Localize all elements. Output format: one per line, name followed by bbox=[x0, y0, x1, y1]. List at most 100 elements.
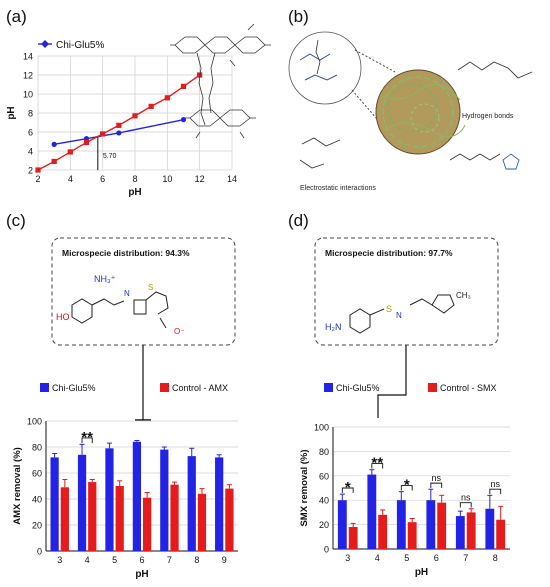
sulfamethoxazole-structure-icon: H₂N S N CH₃ bbox=[325, 291, 471, 334]
significance-label: ** bbox=[371, 455, 383, 472]
x-tick-label: 8 bbox=[132, 174, 137, 184]
control-bar bbox=[378, 514, 388, 549]
y-tick-label: 40 bbox=[319, 496, 329, 506]
panel-c-tag: (c) bbox=[6, 211, 26, 230]
chi-glu-bar bbox=[132, 441, 141, 551]
control-point bbox=[83, 139, 90, 146]
control-point bbox=[67, 149, 73, 155]
y-tick-label: 60 bbox=[32, 469, 42, 479]
significance-label: * bbox=[404, 477, 410, 494]
y-axis-label: SMX removal (%) bbox=[299, 449, 310, 526]
x-tick-label: 8 bbox=[493, 553, 498, 563]
control-point bbox=[100, 131, 106, 137]
control-bar bbox=[407, 522, 417, 549]
significance-label: ** bbox=[81, 429, 93, 446]
control-bar bbox=[197, 493, 207, 551]
x-tick-label: 5 bbox=[404, 553, 409, 563]
y-tick-label: 10 bbox=[23, 90, 33, 100]
y-tick-label: 20 bbox=[319, 520, 329, 530]
legend-d-swatch-control bbox=[428, 383, 437, 392]
control-bar bbox=[170, 484, 179, 551]
control-point bbox=[164, 95, 170, 101]
chi-glu-point bbox=[116, 130, 122, 136]
x-tick-label: 4 bbox=[375, 553, 380, 563]
svg-text:HO: HO bbox=[56, 312, 70, 322]
control-point bbox=[35, 167, 41, 173]
svg-text:N: N bbox=[396, 311, 402, 320]
significance-bracket bbox=[489, 488, 502, 495]
svg-text:S: S bbox=[386, 304, 392, 314]
x-tick-label: 8 bbox=[194, 555, 199, 565]
control-bar bbox=[60, 487, 69, 551]
x-tick-label: 5 bbox=[112, 555, 117, 565]
x-tick-label: 2 bbox=[35, 174, 40, 184]
panel-d-structure-box: Microspecie distribution: 97.7% H₂N S N … bbox=[314, 237, 499, 346]
y-tick-label: 0 bbox=[324, 545, 329, 555]
chi-glu-bar bbox=[77, 454, 87, 551]
significance-label: ns bbox=[431, 473, 441, 483]
legend-c-swatch-chi bbox=[40, 383, 49, 392]
y-tick-label: 2 bbox=[28, 166, 33, 176]
x-tick-label: 14 bbox=[227, 174, 237, 184]
control-point bbox=[51, 158, 57, 165]
electrostatic-label: Electrostatic interactions bbox=[300, 185, 376, 192]
chi-glu-bar bbox=[215, 457, 224, 551]
panel-d-box-title: Microspecie distribution: 97.7% bbox=[325, 248, 453, 258]
y-tick-label: 8 bbox=[28, 109, 33, 119]
significance-bracket bbox=[400, 485, 413, 491]
x-tick-label: 10 bbox=[162, 174, 172, 184]
x-tick-label: 6 bbox=[139, 555, 144, 565]
chi-glu-point bbox=[51, 141, 57, 147]
significance-label: ns bbox=[490, 479, 500, 489]
svg-text:S: S bbox=[148, 283, 153, 292]
legend-d-swatch-chi bbox=[324, 383, 333, 392]
chi-glu-point bbox=[180, 117, 187, 123]
control-bar bbox=[115, 486, 124, 551]
legend-c-label-chi: Chi-Glu5% bbox=[52, 383, 96, 393]
legend-d-label-control: Control - SMX bbox=[440, 383, 497, 393]
control-point bbox=[116, 122, 122, 128]
x-tick-label: 7 bbox=[167, 555, 172, 565]
panel-c-box-title: Microspecie distribution: 94.3% bbox=[62, 248, 190, 258]
y-tick-label: 20 bbox=[32, 521, 42, 531]
control-bar bbox=[437, 502, 447, 549]
polymer-structure-icon bbox=[170, 23, 271, 139]
x-tick-label: 4 bbox=[85, 555, 90, 565]
y-tick-label: 60 bbox=[319, 471, 329, 481]
legend-c-swatch-control bbox=[160, 383, 169, 392]
nanoparticle-illustration: Hydrogen bonds Electrostatic interaction… bbox=[288, 31, 533, 192]
y-tick-label: 4 bbox=[28, 147, 33, 157]
control-bar bbox=[225, 488, 234, 551]
control-bar bbox=[496, 519, 506, 549]
y-tick-label: 80 bbox=[319, 447, 329, 457]
y-tick-label: 0 bbox=[37, 547, 42, 557]
legend-c-label-control: Control - AMX bbox=[172, 383, 228, 393]
chi-glu-bar bbox=[337, 500, 347, 549]
svg-text:H₂N: H₂N bbox=[325, 322, 342, 332]
chi-glu-bar bbox=[455, 516, 465, 549]
chi-glu-bar bbox=[160, 449, 169, 551]
y-tick-label: 6 bbox=[28, 128, 33, 138]
legend-a-marker bbox=[41, 40, 49, 48]
amoxicillin-structure-icon: HO NH₃⁺ N S O⁻ bbox=[56, 274, 184, 336]
significance-bracket bbox=[459, 502, 472, 508]
x-axis-label: pH bbox=[128, 187, 141, 198]
significance-label: ns bbox=[461, 493, 471, 503]
ipzc-marker-label: 5.70 bbox=[103, 153, 117, 160]
svg-text:O⁻: O⁻ bbox=[174, 327, 184, 336]
x-tick-label: 3 bbox=[57, 555, 62, 565]
chi-glu-bar bbox=[426, 500, 436, 549]
control-point bbox=[132, 113, 138, 119]
x-axis-label: pH bbox=[135, 569, 148, 580]
panel-d-tag: (d) bbox=[288, 211, 309, 230]
significance-bracket bbox=[371, 463, 384, 469]
y-axis-label: AMX removal (%) bbox=[12, 447, 23, 525]
chi-glu-bar bbox=[187, 456, 196, 551]
significance-label: * bbox=[345, 479, 351, 496]
panel-c-structure-box: Microspecie distribution: 94.3% HO NH₃⁺ … bbox=[51, 237, 236, 346]
chi-glu-bar bbox=[485, 508, 495, 549]
chi-glu-bar bbox=[396, 500, 406, 549]
significance-bracket bbox=[81, 437, 93, 444]
